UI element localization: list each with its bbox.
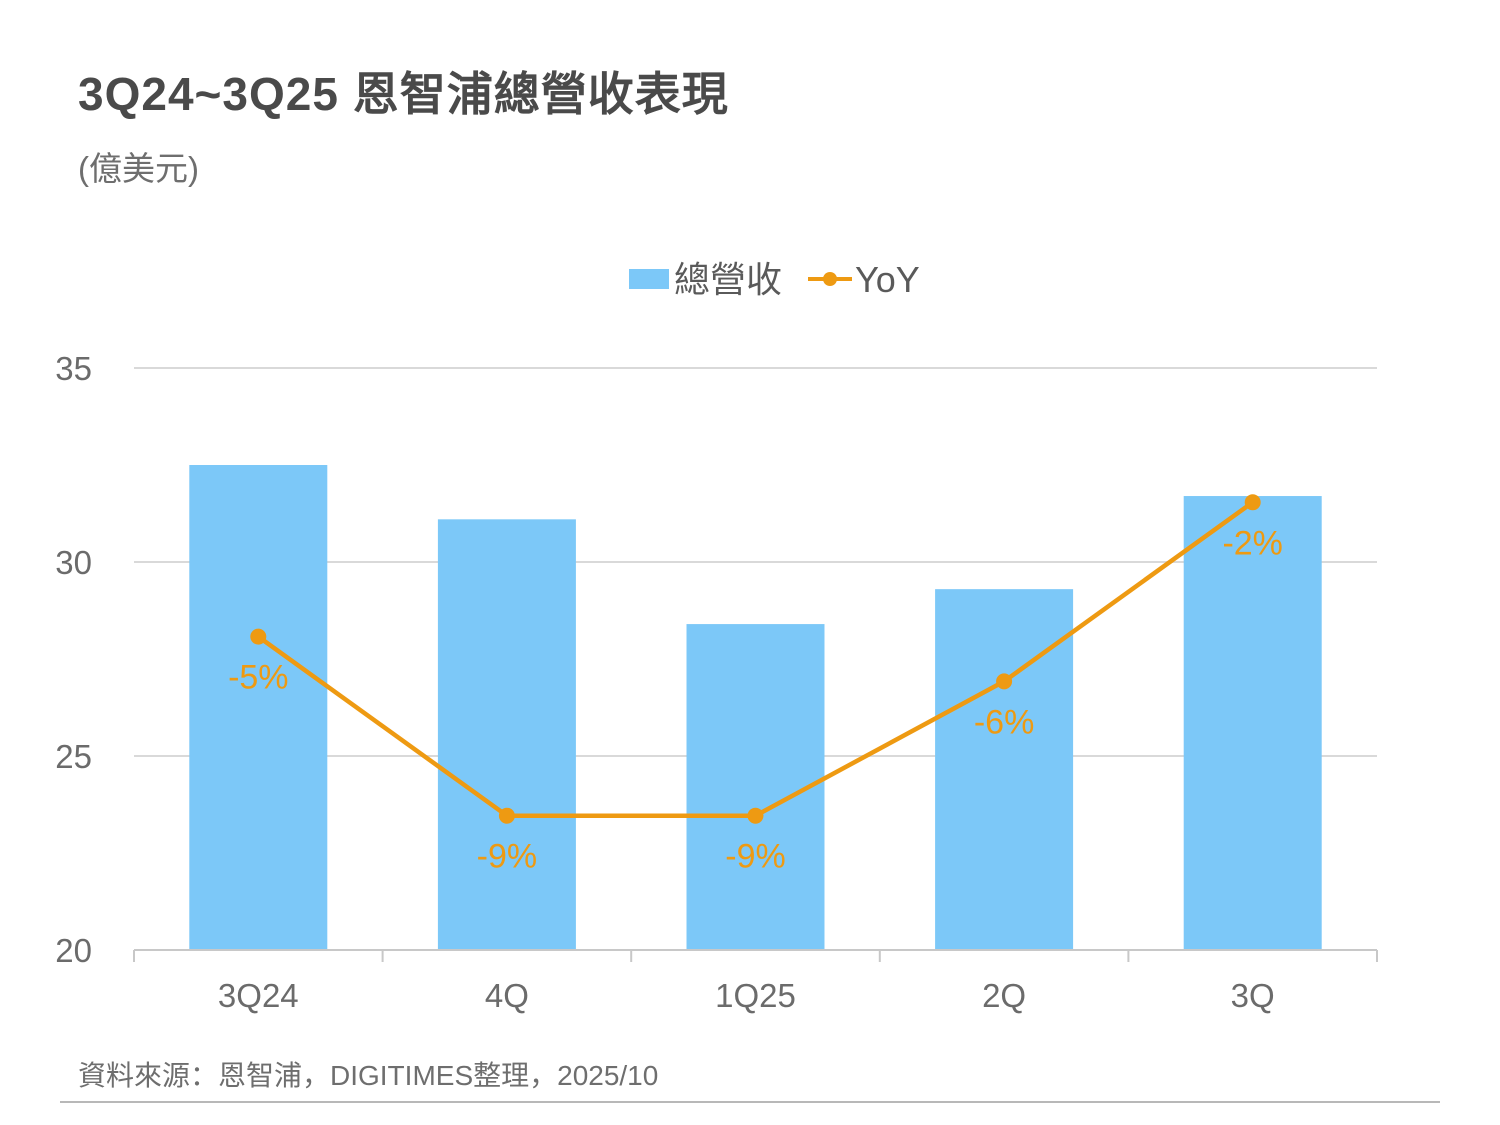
yoy-point	[250, 628, 267, 645]
y-axis-labels: 20 25 30 35	[55, 350, 92, 969]
y-tick-label: 25	[55, 738, 92, 775]
bar	[437, 519, 576, 950]
yoy-data-label: -6%	[974, 703, 1034, 741]
bar	[935, 589, 1074, 950]
legend-label-revenue: 總營收	[674, 259, 782, 300]
y-tick-label: 35	[55, 350, 92, 387]
bar	[189, 465, 328, 950]
bar	[686, 624, 825, 950]
x-axis-labels: 3Q24 4Q 1Q25 2Q 3Q	[218, 977, 1275, 1014]
legend: 總營收 YoY	[629, 259, 920, 300]
y-tick-label: 20	[55, 932, 92, 969]
x-tick-label: 3Q24	[218, 977, 299, 1014]
legend-swatch-revenue	[629, 269, 669, 289]
x-axis	[133, 949, 1378, 962]
x-tick-label: 3Q	[1231, 977, 1275, 1014]
yoy-data-label: -9%	[477, 838, 537, 876]
bars	[189, 465, 1322, 950]
source-note: 資料來源：恩智浦，DIGITIMES整理，2025/10	[78, 1060, 659, 1091]
legend-label-yoy: YoY	[855, 259, 920, 300]
legend-marker-yoy	[823, 272, 837, 286]
bar	[1183, 496, 1322, 950]
yoy-point	[1244, 494, 1261, 511]
x-tick-label: 2Q	[982, 977, 1026, 1014]
yoy-points	[250, 494, 1261, 824]
x-tick-label: 4Q	[485, 977, 529, 1014]
y-tick-label: 30	[55, 544, 92, 581]
yoy-point	[747, 807, 764, 824]
yoy-point	[498, 807, 515, 824]
footer-divider	[60, 1101, 1440, 1103]
yoy-point	[996, 673, 1013, 690]
yoy-labels: -5% -9% -9% -6% -2%	[228, 524, 1283, 875]
unit-label: (億美元)	[78, 150, 199, 187]
x-tick-label: 1Q25	[715, 977, 796, 1014]
yoy-data-label: -9%	[725, 838, 785, 876]
yoy-data-label: -2%	[1222, 524, 1282, 562]
yoy-data-label: -5%	[228, 659, 288, 697]
chart-title: 3Q24~3Q25 恩智浦總營收表現	[78, 68, 729, 120]
